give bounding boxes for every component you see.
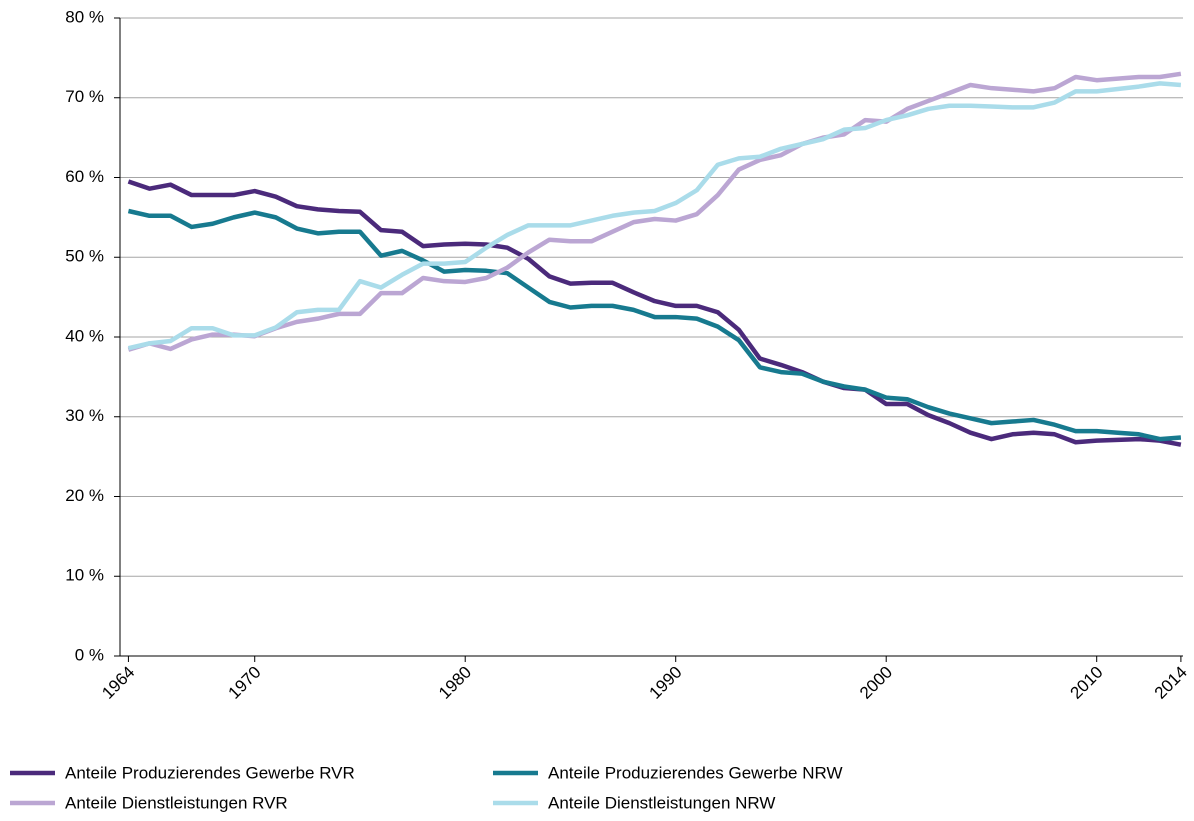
x-tick-label: 2000 [856, 663, 896, 703]
x-tick-label: 2014 [1151, 663, 1191, 703]
y-tick-label: 20 % [65, 486, 104, 505]
x-tick-label: 1990 [646, 663, 686, 703]
legend-label: Anteile Produzierendes Gewerbe RVR [65, 763, 355, 782]
series-line [127, 81, 1182, 351]
y-tick-label: 50 % [65, 247, 104, 266]
y-tick-label: 60 % [65, 167, 104, 186]
y-tick-label: 30 % [65, 406, 104, 425]
legend-label: Anteile Produzierendes Gewerbe NRW [548, 763, 843, 782]
legend-label: Anteile Dienstleistungen NRW [548, 793, 775, 812]
series-line [127, 179, 1182, 447]
series-line [127, 71, 1182, 352]
x-tick-label: 1970 [225, 663, 265, 703]
y-tick-label: 0 % [75, 645, 104, 664]
y-tick-label: 80 % [65, 7, 104, 26]
x-tick-label: 1964 [98, 663, 138, 703]
y-tick-label: 40 % [65, 326, 104, 345]
series-line [127, 208, 1182, 442]
y-tick-label: 70 % [65, 87, 104, 106]
legend-label: Anteile Dienstleistungen RVR [65, 793, 288, 812]
y-tick-label: 10 % [65, 566, 104, 585]
x-tick-label: 1980 [435, 663, 475, 703]
x-tick-label: 2010 [1067, 663, 1107, 703]
